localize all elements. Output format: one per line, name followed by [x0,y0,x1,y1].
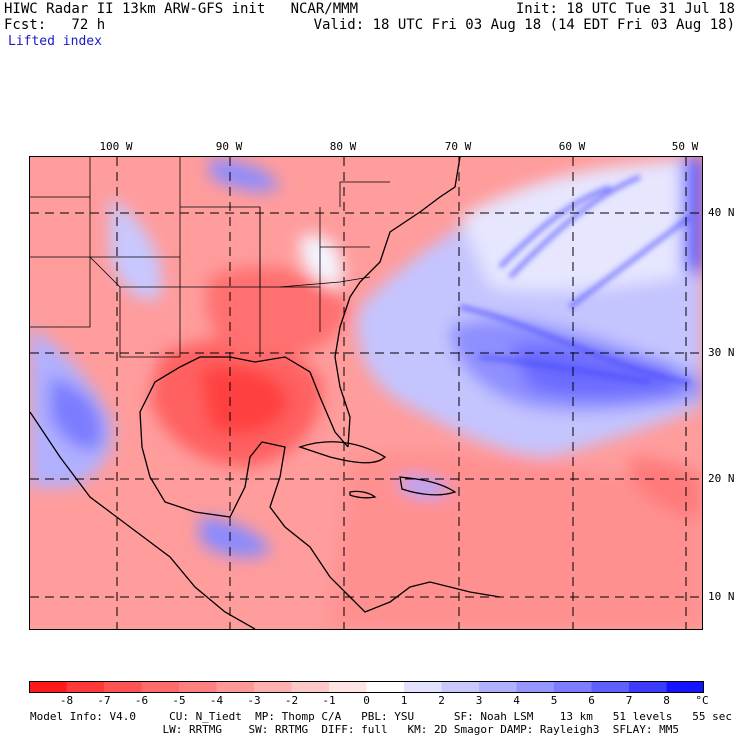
colorbar-segment [254,681,292,693]
lifted-index-map [29,156,703,630]
colorbar-segment [554,681,592,693]
colorbar-tick-label: -1 [322,694,336,707]
lon-label-50w: 50 W [671,140,699,153]
colorbar-tick-label: 1 [400,694,408,707]
latlon-grid [30,157,702,629]
lon-label-70w: 70 W [444,140,472,153]
colorbar-tick-label: -8 [59,694,74,707]
coastlines [30,157,501,629]
colorbar-segment [366,681,405,693]
colorbar-segment [516,681,555,693]
init-time: Init: 18 UTC Tue 31 Jul 18 [515,1,735,17]
colorbar-segment [629,681,667,693]
lat-label-10n: 10 N [708,590,735,603]
colorbar-segment [404,681,442,693]
colorbar-segment [666,681,704,693]
colorbar-segment [216,681,255,693]
lat-label-30n: 30 N [708,346,735,359]
model-info-line2: LW: RRTMG SW: RRTMG DIFF: full KM: 2D Sm… [30,723,680,736]
colorbar-segment [66,681,105,693]
valid-time: Valid: 18 UTC Fri 03 Aug 18 (14 EDT Fri … [313,17,735,33]
colorbar-outline [29,681,704,693]
colorbar-tick-label: -5 [172,694,186,707]
colorbar-tick-label: 2 [438,694,445,707]
colorbar-tick-label: 3 [475,694,483,707]
colorbar-segment [329,681,367,693]
lat-label-40n: 40 N [708,206,735,219]
colorbar-segment [29,681,67,693]
colorbar-tick-label: -3 [247,694,261,707]
lon-label-100w: 100 W [99,140,133,153]
colorbar-tick-label: 7 [625,694,633,707]
colorbar-segment [479,681,517,693]
lon-label-90w: 90 W [215,140,243,153]
colorbar-segment [179,681,217,693]
lon-label-80w: 80 W [329,140,357,153]
state-borders [30,157,390,358]
colorbar-segment [591,681,630,693]
model-title: HIWC Radar II 13km ARW-GFS init NCAR/MMM [4,1,359,17]
forecast-hour: Fcst: 72 h [4,17,106,33]
colorbar-tick-label: 6 [588,694,595,707]
colorbar-segment [291,681,330,693]
colorbar-tick-label: -4 [209,694,224,707]
field-name: Lifted index [8,34,102,49]
colorbar-unit: °C [695,694,709,707]
colorbar-tick-label: 8 [663,694,670,707]
lon-label-60w: 60 W [558,140,586,153]
colorbar-segment [141,681,180,693]
lat-label-20n: 20 N [708,472,735,485]
colorbar-tick-label: 4 [513,694,520,707]
colorbar-segment [104,681,142,693]
stable-streaks [459,175,692,384]
model-info-line1: Model Info: V4.0 CU: N_Tiedt MP: Thomp C… [30,710,732,723]
lifted-index-shading [30,157,702,629]
colorbar-tick-label: 0 [363,694,370,707]
colorbar-tick-label: 5 [550,694,558,707]
colorbar-tick-label: -2 [284,694,299,707]
colorbar-tick-label: -7 [97,694,111,707]
colorbar-tick-label: -6 [134,694,149,707]
colorbar [29,681,704,693]
colorbar-segment [441,681,480,693]
